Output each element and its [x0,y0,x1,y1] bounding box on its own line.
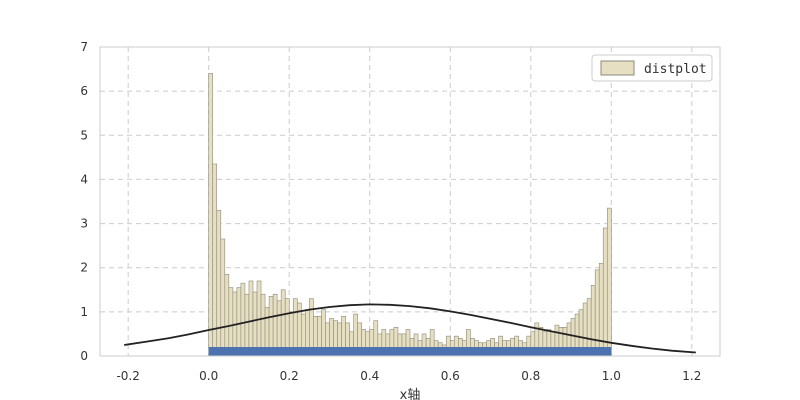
x-tick-label: 0.2 [280,369,299,383]
histogram-bar [590,285,596,357]
x-tick-label: 0.0 [199,369,218,383]
rug-marks [208,347,612,356]
histogram-bar [252,291,258,357]
histogram-bar [280,289,286,357]
histogram-bar [212,163,218,357]
y-tick-label: 7 [80,40,88,54]
y-tick-labels: 0 1 2 3 4 5 6 7 [80,40,88,363]
y-tick-label: 2 [80,261,88,275]
rug-band [208,347,612,356]
grid [100,46,720,357]
histogram-bar [224,274,230,357]
x-tick-label: -0.2 [116,369,139,383]
legend: distplot [591,54,713,82]
x-tick-label: 0.4 [360,369,379,383]
y-tick-label: 0 [80,349,88,363]
y-tick-label: 5 [80,128,88,142]
histogram-bar [272,293,278,357]
x-tick-labels: -0.2 0.0 0.2 0.4 0.6 0.8 1.0 1.2 [116,369,701,383]
histogram-bar [228,287,234,357]
histogram-bar [220,238,226,357]
histogram-bar [602,227,608,357]
y-tick-label: 4 [80,172,88,186]
y-tick-label: 1 [80,305,88,319]
histogram-bars [208,73,612,357]
x-tick-label: 1.0 [602,369,621,383]
legend-swatch [600,60,635,76]
histogram-bar [606,207,612,357]
histogram-bar [244,293,250,357]
histogram-bar [594,269,600,357]
x-tick-label: 0.6 [441,369,460,383]
x-axis-label: x轴 [400,388,421,400]
histogram-bar [208,73,214,357]
histogram-bar [236,287,242,357]
legend-entry-distplot: distplot [644,62,707,77]
fit-curve [124,303,696,354]
x-tick-label: 1.2 [682,369,701,383]
histogram-bar [260,293,266,357]
x-tick-label: 0.8 [521,369,540,383]
y-tick-label: 6 [80,84,88,98]
plot-frame [99,46,721,357]
histogram-bar [216,210,222,357]
histogram-bar [240,282,246,357]
histogram-bar [248,280,254,357]
y-tick-label: 3 [80,217,88,231]
